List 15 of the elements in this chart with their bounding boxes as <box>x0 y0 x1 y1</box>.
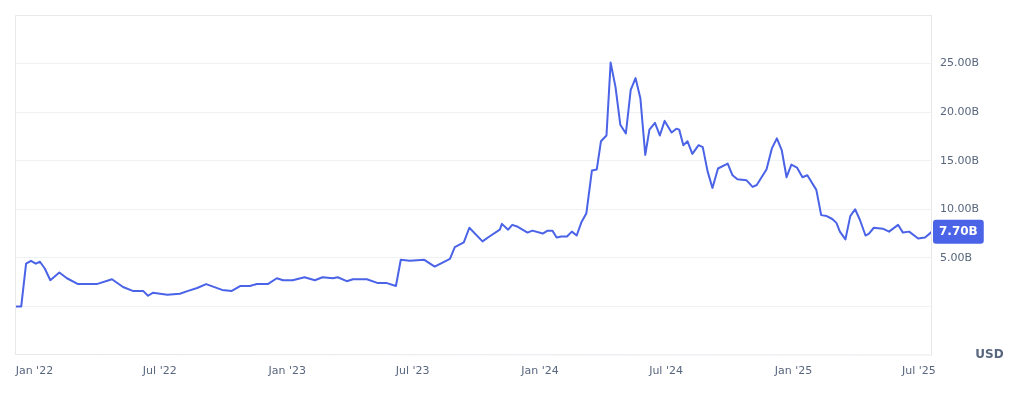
y-tick-label: 5.00B <box>940 250 973 264</box>
x-tick-label: Jan '23 <box>267 364 306 378</box>
x-tick-label: Jul '25 <box>900 364 936 378</box>
x-tick-label: Jul '22 <box>141 364 177 378</box>
x-tick-label: Jan '22 <box>14 364 54 378</box>
y-tick-label: 20.00B <box>940 105 980 118</box>
y-tick-label: 15.00B <box>940 153 980 167</box>
x-tick-label: Jul '23 <box>394 364 430 378</box>
y-tick-label: 10.00B <box>940 202 980 216</box>
y-tick-label: 25.00B <box>940 56 980 70</box>
x-tick-label: Jul '24 <box>648 364 683 378</box>
y-axis-title: USD <box>975 347 1004 362</box>
annotation: 7.70B <box>939 223 978 238</box>
x-tick-label: Jan '24 <box>520 364 559 378</box>
x-tick-label: Jan '25 <box>773 364 813 378</box>
